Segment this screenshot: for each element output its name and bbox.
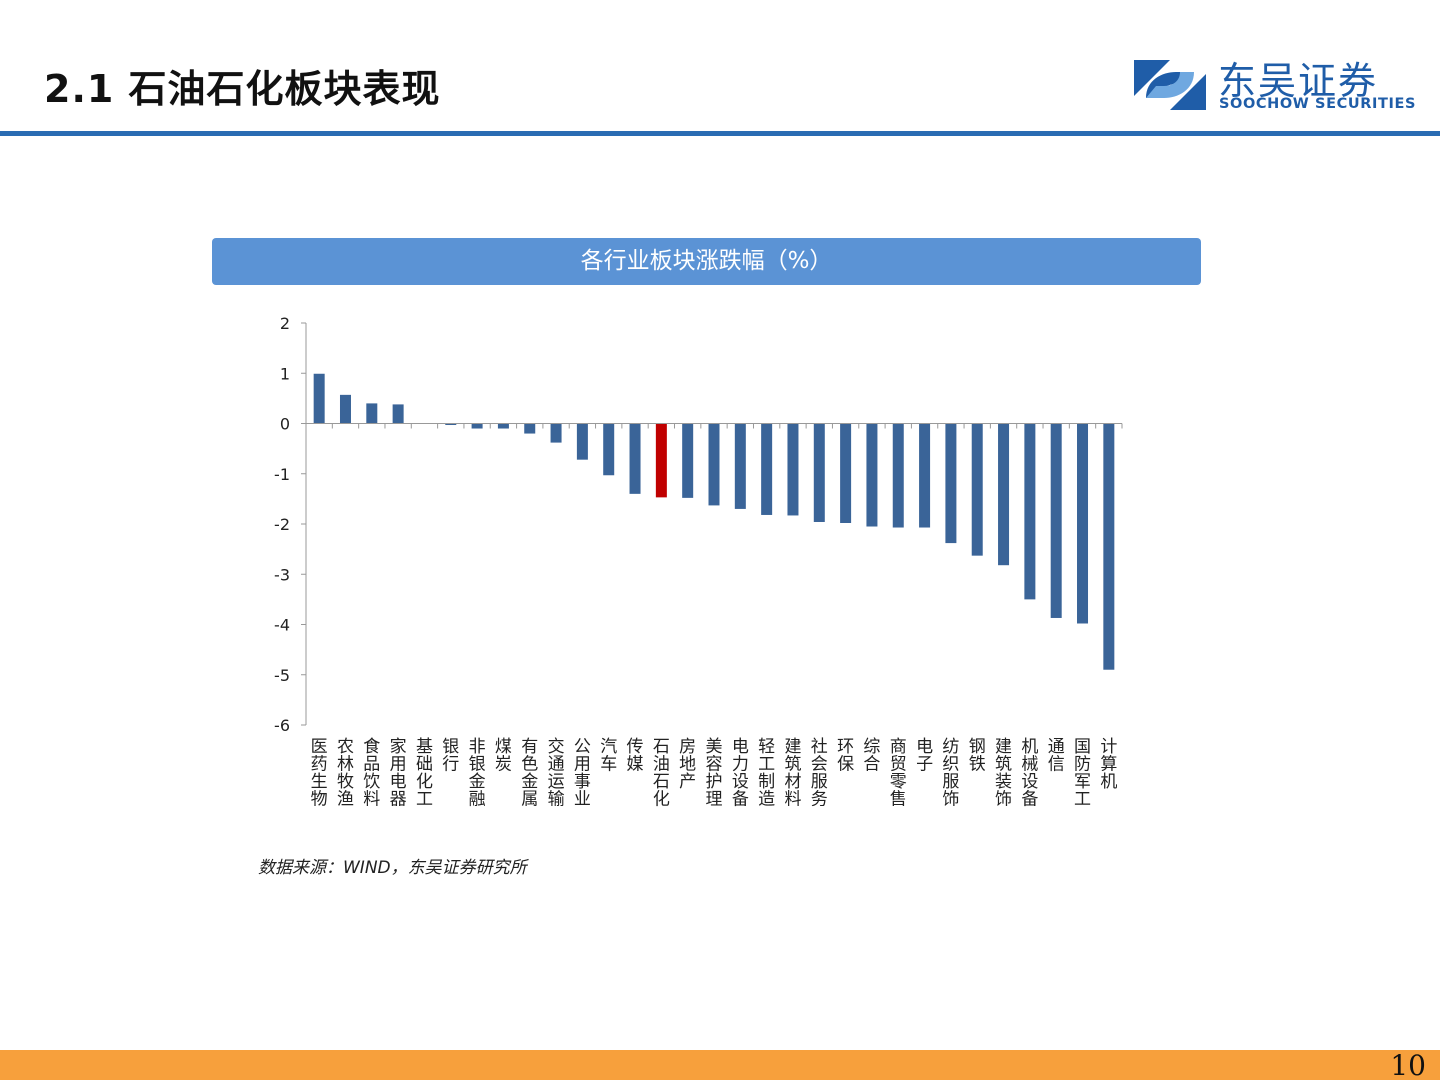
soochow-logo-icon — [1132, 58, 1208, 112]
bar-12 — [603, 423, 615, 476]
x-category-label: 公用事业 — [574, 737, 591, 810]
y-tick-label: -1 — [274, 465, 290, 484]
bar-24 — [919, 423, 931, 528]
bar-16 — [708, 423, 720, 506]
bar-8 — [497, 423, 509, 429]
bar-4 — [392, 404, 404, 424]
chart-title: 各行业板块涨跌幅（%） — [212, 238, 1201, 285]
x-category-label: 农林牧渔 — [337, 737, 354, 810]
x-category-label: 医药生物 — [311, 737, 328, 810]
bar-29 — [1050, 423, 1062, 618]
x-category-label: 基础化工 — [416, 737, 433, 810]
y-tick-label: -4 — [274, 616, 290, 635]
footer-bar — [0, 1050, 1440, 1080]
x-category-label: 煤炭 — [495, 737, 512, 775]
y-tick-label: -3 — [274, 565, 290, 584]
bar-22 — [866, 423, 878, 527]
y-tick-label: -6 — [274, 716, 290, 735]
x-category-label: 轻工制造 — [758, 737, 775, 810]
y-tick-label: 2 — [280, 314, 290, 333]
bar-7 — [471, 423, 483, 429]
x-category-label: 美容护理 — [706, 737, 723, 810]
x-category-label: 计算机 — [1100, 737, 1117, 792]
x-category-label: 机械设备 — [1021, 737, 1038, 810]
logo-name-en: SOOCHOW SECURITIES — [1219, 96, 1416, 112]
logo-name-cn: 东吴证券 — [1218, 59, 1379, 103]
page-number: 10 — [1390, 1049, 1426, 1082]
x-category-label: 有色金属 — [521, 737, 538, 810]
x-category-label: 环保 — [837, 737, 854, 775]
bar-19 — [787, 423, 799, 516]
bar-10 — [550, 423, 562, 443]
x-category-label: 商贸零售 — [890, 737, 907, 810]
y-tick-label: -2 — [274, 515, 290, 534]
x-category-label: 交通运输 — [548, 737, 565, 810]
slide-title: 2.1 石油石化板块表现 — [44, 67, 441, 111]
x-category-label: 非银金融 — [469, 737, 486, 810]
bar-20 — [813, 423, 825, 522]
x-category-label: 钢铁 — [969, 737, 986, 775]
bar-26 — [971, 423, 983, 556]
bar-14 — [655, 423, 667, 498]
bar-15 — [682, 423, 694, 498]
x-category-label: 电力设备 — [732, 737, 749, 810]
x-category-label: 电子 — [916, 737, 933, 775]
bar-27 — [998, 423, 1010, 566]
bar-25 — [945, 423, 957, 544]
source-note: 数据来源：WIND，东吴证券研究所 — [258, 858, 527, 878]
bar-30 — [1077, 423, 1089, 624]
bar-23 — [892, 423, 904, 528]
bar-1 — [313, 373, 325, 424]
bar-2 — [339, 394, 351, 424]
bar-13 — [629, 423, 641, 494]
bar-18 — [761, 423, 773, 515]
header-rule — [0, 131, 1440, 136]
x-category-label: 建筑材料 — [784, 737, 801, 810]
bar-9 — [524, 423, 536, 434]
x-category-label: 传媒 — [627, 737, 644, 775]
x-category-label: 房地产 — [679, 737, 696, 792]
x-category-label: 通信 — [1048, 737, 1065, 775]
x-category-label: 社会服务 — [811, 737, 828, 810]
x-category-label: 纺织服饰 — [942, 737, 959, 810]
bar-21 — [840, 423, 852, 523]
x-category-label: 国防军工 — [1074, 737, 1091, 810]
bar-11 — [576, 423, 588, 460]
x-category-label: 家用电器 — [390, 737, 407, 810]
x-category-label: 银行 — [442, 737, 459, 775]
x-category-label: 汽车 — [600, 737, 617, 775]
x-category-label: 建筑装饰 — [995, 737, 1012, 810]
bar-6 — [445, 423, 457, 426]
y-tick-label: 1 — [280, 364, 290, 383]
bar-17 — [734, 423, 746, 509]
bar-28 — [1024, 423, 1036, 600]
x-category-label: 食品饮料 — [363, 737, 380, 810]
x-category-label: 综合 — [863, 737, 880, 775]
y-tick-label: 0 — [280, 415, 290, 434]
bar-31 — [1103, 423, 1115, 670]
x-category-label: 石油石化 — [653, 737, 670, 810]
bar-3 — [366, 403, 378, 424]
y-tick-label: -5 — [274, 666, 290, 685]
company-logo: 东吴证券 SOOCHOW SECURITIES — [1132, 56, 1422, 116]
